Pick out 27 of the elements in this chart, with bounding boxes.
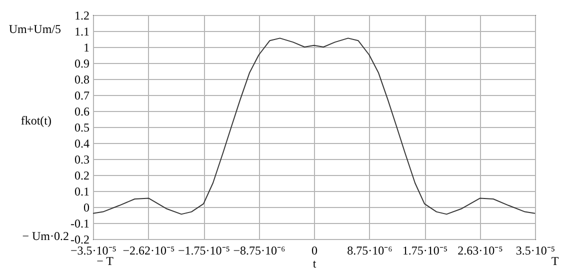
y-tick-label: 1 [84, 40, 90, 54]
x-tick-label: −2.62·10⁻⁵ [122, 244, 175, 258]
y-tick-label: 1.2 [74, 8, 90, 22]
y-tick-label: -0.2 [70, 232, 90, 246]
y-tick-label: 1.1 [74, 24, 90, 38]
x-tick-label: 2.63·10⁻⁵ [458, 244, 503, 258]
y-tick-label: 0.2 [74, 168, 90, 182]
y-axis-title: fkot(t) [20, 114, 52, 128]
x-tick-label: 0 [312, 244, 318, 258]
x-axis-title: t [312, 256, 317, 270]
x-tick-label: −1.75·10⁻⁵ [178, 244, 230, 258]
y-tick-label: 0.5 [74, 120, 90, 134]
x-tick-label: 8.75·10⁻⁶ [347, 244, 392, 258]
y-tick-label: 0.7 [74, 88, 90, 102]
y-tick-label: 0.9 [74, 56, 90, 70]
y-tick-label: 0.1 [74, 184, 90, 198]
y-tick-label: 0.8 [74, 72, 90, 86]
y-tick-label: -0.1 [70, 216, 90, 230]
y-tick-label: 0.3 [74, 152, 90, 166]
line-series [93, 38, 535, 215]
x-tick-label: −8.75·10⁻⁶ [233, 244, 286, 258]
text: − Um·0.2 [22, 229, 69, 243]
y-tick-label: 0.6 [74, 104, 90, 118]
x-tick-label: 1.75·10⁻⁵ [402, 244, 448, 258]
y-tick-label: 0.4 [74, 136, 90, 150]
y-tick-label: 0 [84, 200, 90, 214]
text: Um+Um/5 [8, 22, 61, 36]
